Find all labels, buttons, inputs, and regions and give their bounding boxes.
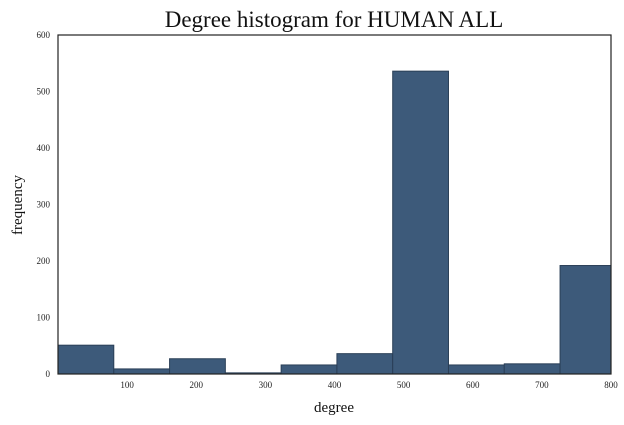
x-tick-label: 500: [397, 380, 411, 390]
chart-title: Degree histogram for HUMAN ALL: [165, 7, 504, 32]
histogram-bar-6: [392, 70, 449, 375]
x-tick-label: 400: [328, 380, 342, 390]
y-tick-label: 500: [37, 87, 51, 97]
histogram-bar-5: [336, 353, 394, 375]
y-tick-label: 300: [37, 200, 51, 210]
histogram-bar-9: [559, 265, 612, 375]
x-axis-ticks: 100 200 300 400 500 600 700 800: [120, 380, 618, 390]
x-axis-label: degree: [314, 400, 354, 416]
x-tick-label: 700: [535, 380, 549, 390]
y-tick-label: 600: [37, 30, 51, 40]
x-tick-label: 300: [259, 380, 273, 390]
y-tick-label: 100: [37, 313, 51, 323]
x-tick-label: 200: [190, 380, 204, 390]
bars-group: [57, 70, 612, 375]
y-axis-label: frequency: [10, 175, 26, 235]
histogram-bar-2: [169, 358, 226, 375]
histogram-bar-8: [503, 363, 561, 375]
plot-frame: [57, 34, 612, 375]
y-tick-label: 400: [37, 143, 51, 153]
y-axis-ticks: 0 100 200 300 400 500 600: [37, 30, 51, 379]
x-tick-label: 100: [120, 380, 134, 390]
x-tick-label: 800: [604, 380, 618, 390]
x-tick-label: 600: [466, 380, 480, 390]
y-tick-label: 200: [37, 256, 51, 266]
y-tick-label: 0: [46, 369, 51, 379]
histogram-bar-7: [447, 364, 505, 375]
histogram-bar-1: [113, 368, 171, 375]
histogram-bar-4: [280, 364, 338, 375]
histogram-bar-0: [57, 344, 115, 375]
